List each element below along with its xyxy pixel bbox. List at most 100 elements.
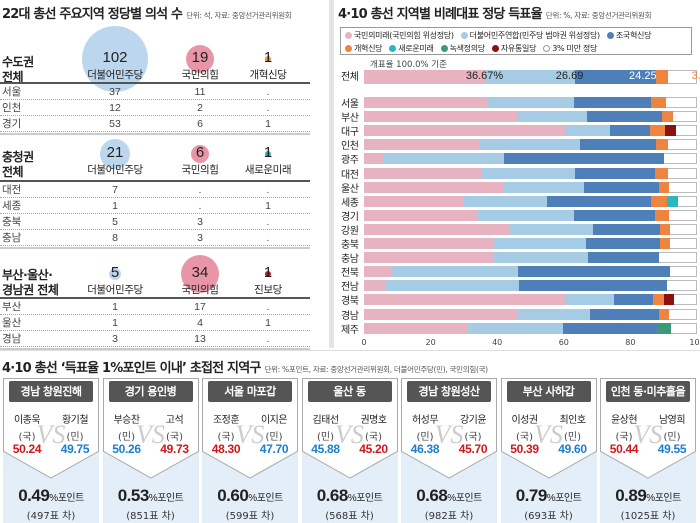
legend-dot-icon [345,45,352,52]
margin-unit: %포인트 [347,493,383,504]
bar-segment [364,294,566,306]
bar-segment [575,167,656,179]
candidate-party: (민) [265,432,283,443]
table-row: 울산 1 4 1 [0,315,310,331]
vs-mark: VS [235,420,265,449]
bar-segment [586,111,663,123]
legend-item: 조국혁신당 [606,29,652,42]
bar-segment [655,167,669,179]
seat-count: 13 [194,333,206,345]
margin-unit: %포인트 [49,493,84,504]
bar-segment [563,322,657,334]
legend-label: 조국혁신당 [615,31,652,40]
category-label: 세종 [341,197,359,209]
seat-bubble [181,255,219,293]
vote-difference: (599표 차) [225,511,275,522]
seat-count: . [198,200,202,212]
left-title-text: 22대 총선 주요지역 정당별 의석 수 [2,7,183,22]
candidate-vote-share: 49.75 [60,442,90,456]
bar-segment [592,223,660,235]
category-label: 광주 [341,155,359,167]
bar-segment [658,181,670,193]
x-tick-label: 40 [492,338,503,347]
candidate-name: 고석 [165,415,184,426]
legend-dot-icon [491,45,499,52]
bar-segment [655,209,670,221]
seat-bubble [265,56,271,62]
bottom-title-text: 4·10 총선 ‘득표율 1%포인트 이내’ 초접전 지역구 [2,361,261,376]
candidate-party: (민) [563,432,581,443]
seat-bubble [265,151,271,157]
bar-segment [662,111,673,123]
bottom-title: 4·10 총선 ‘득표율 1%포인트 이내’ 초접전 지역구 단위: %포인트, … [2,357,488,376]
candidate-vote-share: 49.73 [160,442,189,456]
bar-segment [493,252,589,264]
bar-segment [588,252,660,264]
vs-mark: VS [633,420,663,449]
bar-segment [364,195,464,207]
district-name: 경남 창원진해 [9,381,93,402]
bar-segment [651,195,667,207]
district-name: 인천 동·미추홀을 [606,381,690,402]
margin-value: 0.68%포인트 [302,486,398,506]
vote-difference: (1025표 차) [620,511,676,522]
section-end-rule [0,348,310,350]
category-label: 경남 [341,310,359,322]
party-name: 개혁신당 [249,69,287,81]
header-rule [0,297,310,299]
race-card: 경남 창원진해 VS 이종욱 (국) 50.24 황기철 (민) 49.75 0.49%포인트 (… [3,378,99,523]
legend-item: 국민의미래(국민의힘 위성정당) [345,29,454,42]
legend-item: 녹색정의당 [440,42,485,55]
candidate-party: (국) [18,432,36,443]
margin-unit: %포인트 [447,493,482,504]
bar-segment [364,308,518,320]
margin-value: 0.79%포인트 [501,486,597,506]
bar-segment [504,153,664,165]
legend-dot-icon [543,45,551,52]
bar-segment [665,125,676,137]
seat-count: 3 [197,216,203,228]
vote-difference: (497표 차) [26,511,76,522]
bar-segment [364,252,494,264]
row-label: 충북 [2,216,22,228]
table-row: 부산 1 17. [0,299,310,315]
seat-bubble [82,26,148,92]
seat-count: 1 [265,200,271,212]
seat-count: 1 [265,317,271,329]
legend-item: 자유통일당 [491,42,536,55]
legend-item: 3% 미만 정당 [543,42,597,55]
seat-bubble [100,139,130,169]
candidate-vote-share: 45.70 [458,442,488,456]
bar-segment [487,97,575,108]
candidate-vote-share: 50.24 [12,442,42,456]
seat-count: 1 [112,317,118,329]
seat-count: 1 [112,301,118,313]
district-name: 울산 동 [307,381,392,402]
candidate-name: 조정훈 [212,415,240,426]
race-card: 서울 마포갑 VS 조정훈 (국) 48.30 이지은 (민) 47.70 0.60%포인트 (5… [202,378,298,523]
bottom-unit: 단위: %포인트, 자료: 중앙선거관리위원회, 더불어민주당(민), 국민의힘… [264,365,489,374]
table-row: 대전 7.. [0,182,310,198]
margin-unit: %포인트 [248,493,283,504]
seat-total: 1 [263,264,273,281]
legend-dot-icon [389,45,397,52]
party-name: 더불어민주당 [87,164,143,176]
candidate-name: 부승찬 [113,415,140,426]
bar-segment [479,139,581,151]
vote-difference: (568표 차) [325,511,374,522]
candidate-name: 김태선 [312,415,339,426]
seat-total: 1 [263,144,273,161]
bar-segment [655,70,668,84]
legend-item: 개혁신당 [345,42,383,55]
category-label: 대구 [341,127,359,139]
bar-segment [547,195,652,207]
legend-item: 새로운미래 [389,42,434,55]
x-tick-label: 20 [425,338,436,347]
race-card: 인천 동·미추홀을 VS 윤상현 (국) 50.44 남영희 (민) 49.55 0.89%포인… [600,378,696,523]
bar-segment [586,238,660,249]
margin-value: 0.68%포인트 [401,486,497,506]
row-label: 인천 [2,102,22,114]
row-label: 서울 [2,86,22,98]
legend-label: 개혁신당 [354,44,383,53]
party-name: 국민의힘 [181,69,219,81]
